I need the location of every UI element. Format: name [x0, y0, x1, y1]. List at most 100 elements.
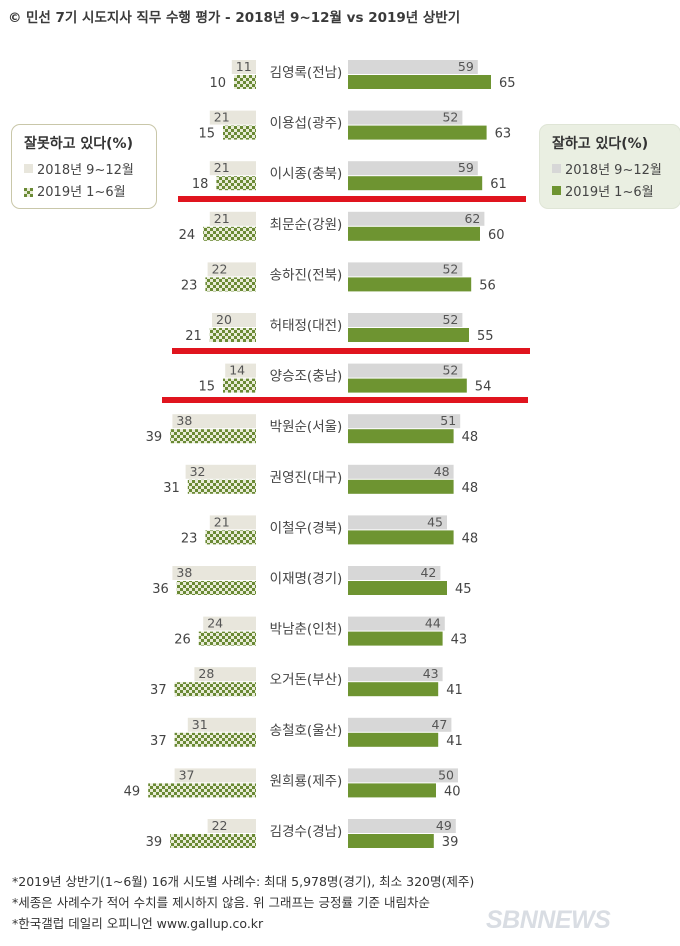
value-negative-2019: 31	[163, 481, 180, 496]
value-negative-2019: 24	[179, 228, 196, 243]
bar-positive-2018	[348, 110, 463, 125]
bar-positive-2019	[348, 783, 436, 798]
bar-negative-2019	[170, 429, 256, 444]
value-negative-2018: 11	[236, 59, 252, 74]
value-positive-2018: 52	[442, 110, 458, 125]
bar-negative-2019	[176, 581, 256, 595]
bar-positive-2019	[348, 125, 487, 140]
category-label: 박원순(서울)	[270, 419, 343, 435]
bar-positive-2019	[348, 631, 443, 646]
legend-positive-item-2019: 2019년 1~6월	[552, 181, 670, 200]
bar-positive-2019	[348, 277, 472, 292]
value-negative-2019: 23	[181, 531, 198, 546]
value-negative-2019: 15	[198, 127, 215, 142]
value-negative-2018: 37	[179, 767, 195, 782]
bar-negative-2018	[209, 161, 256, 176]
chart-row: 52 63 21 15 이용섭(광주)	[198, 110, 511, 142]
value-positive-2019: 56	[479, 278, 496, 293]
bar-positive-2019	[348, 682, 439, 697]
value-negative-2019: 39	[146, 835, 163, 850]
bar-negative-2018	[209, 110, 256, 125]
bar-positive-2018	[348, 667, 443, 682]
bar-negative-2019	[187, 479, 256, 494]
bar-positive-2018	[348, 60, 478, 74]
value-negative-2019: 21	[185, 329, 202, 344]
value-positive-2019: 48	[462, 481, 479, 496]
footnotes: *2019년 상반기(1~6월) 16개 시도별 사례수: 최대 5,978명(…	[12, 871, 474, 934]
value-negative-2018: 20	[216, 312, 232, 327]
value-negative-2018: 21	[214, 514, 230, 529]
bar-negative-2019	[205, 277, 256, 292]
value-positive-2019: 65	[499, 76, 516, 91]
bar-negative-2018	[207, 262, 256, 277]
category-label: 이재명(경기)	[270, 571, 343, 587]
category-label: 박남춘(인천)	[270, 622, 343, 638]
legend-swatch-checker	[24, 186, 33, 197]
value-positive-2018: 42	[420, 565, 436, 580]
bar-negative-2018	[187, 717, 256, 732]
bar-negative-2018	[209, 211, 256, 226]
highlight-line	[178, 196, 526, 202]
bar-positive-2019	[348, 378, 467, 393]
bar-negative-2018	[172, 414, 256, 429]
value-negative-2019: 15	[198, 380, 215, 395]
value-negative-2018: 22	[212, 818, 228, 833]
bar-positive-2018	[348, 819, 456, 833]
legend-negative-label-2018: 2018년 9~12월	[37, 163, 134, 178]
value-negative-2019: 37	[150, 734, 167, 749]
value-negative-2019: 10	[209, 76, 226, 91]
chart-row: 42 45 38 36 이재명(경기)	[152, 565, 471, 597]
bar-positive-2019	[348, 581, 447, 595]
chart-row: 59 65 11 10 김영록(전남)	[209, 59, 515, 91]
bar-positive-2018	[348, 313, 463, 327]
bar-negative-2019	[223, 125, 256, 140]
bar-positive-2019	[348, 479, 454, 494]
chart-row: 49 39 22 39 김경수(경남)	[146, 818, 459, 850]
value-negative-2018: 38	[176, 413, 192, 428]
category-label: 권영진(대구)	[270, 470, 343, 486]
bar-negative-2018	[194, 667, 256, 682]
legend-swatch-beige	[24, 164, 33, 173]
value-negative-2019: 36	[152, 582, 169, 597]
category-label: 이용섭(광주)	[270, 116, 343, 132]
bar-negative-2018	[209, 515, 256, 530]
value-positive-2018: 59	[458, 59, 474, 74]
value-negative-2019: 39	[146, 430, 163, 445]
value-negative-2018: 21	[214, 160, 230, 175]
value-negative-2018: 22	[212, 261, 228, 276]
chart-row: 51 48 38 39 박원순(서울)	[146, 413, 478, 445]
value-negative-2018: 28	[198, 666, 214, 681]
value-positive-2019: 48	[462, 531, 479, 546]
value-positive-2018: 50	[438, 767, 454, 782]
bar-positive-2018	[348, 515, 447, 530]
chart-row: 52 55 20 21 허태정(대전)	[185, 312, 493, 344]
chart-row: 45 48 21 23 이철우(경북)	[181, 514, 478, 546]
chart-row: 48 48 32 31 권영진(대구)	[163, 464, 478, 496]
legend-negative-item-2018: 2018년 9~12월	[24, 159, 146, 178]
value-positive-2019: 55	[477, 329, 494, 344]
value-positive-2018: 51	[440, 413, 456, 428]
bar-positive-2018	[348, 717, 452, 732]
value-positive-2018: 52	[442, 363, 458, 378]
bar-negative-2019	[234, 75, 256, 89]
bar-positive-2018	[348, 566, 441, 580]
value-negative-2019: 26	[174, 633, 191, 648]
value-positive-2018: 45	[427, 514, 443, 529]
bar-negative-2018	[212, 313, 256, 327]
bar-positive-2019	[348, 328, 469, 342]
value-positive-2019: 39	[442, 835, 459, 850]
value-negative-2018: 31	[192, 717, 208, 732]
bar-negative-2019	[174, 732, 256, 747]
legend-negative-item-2019: 2019년 1~6월	[24, 181, 146, 200]
bar-negative-2019	[198, 631, 256, 646]
bar-negative-2018	[174, 768, 256, 783]
value-positive-2018: 62	[464, 211, 480, 226]
value-positive-2018: 52	[442, 261, 458, 276]
bar-negative-2019	[174, 682, 256, 697]
category-label: 원희룡(제주)	[270, 773, 343, 789]
chart-row: 50 40 37 49 원희룡(제주)	[124, 767, 461, 799]
chart-row: 52 56 22 23 송하진(전북)	[181, 261, 496, 293]
value-negative-2018: 14	[229, 363, 245, 378]
bar-negative-2018	[203, 616, 256, 631]
